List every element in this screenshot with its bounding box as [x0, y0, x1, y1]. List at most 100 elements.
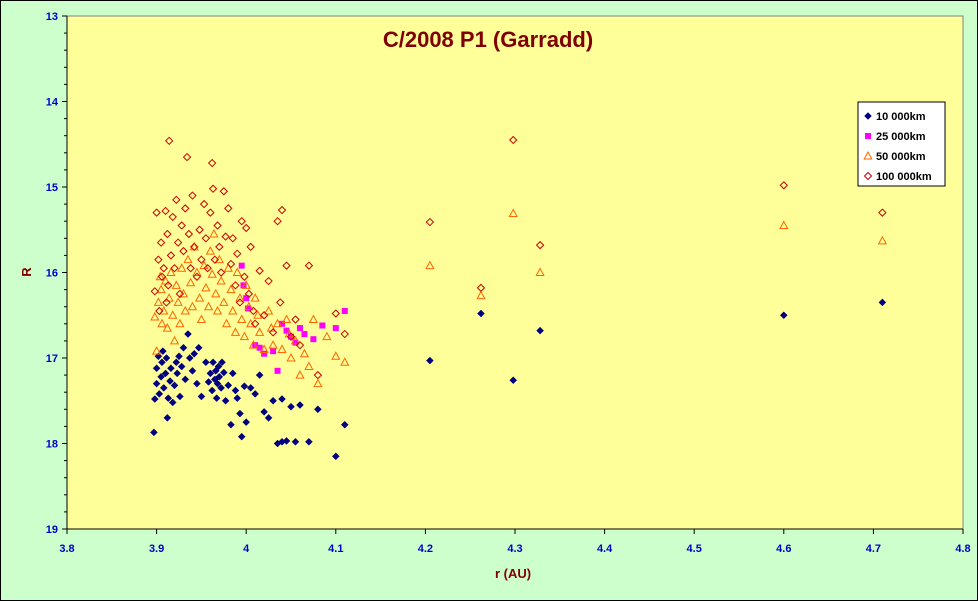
data-point — [319, 322, 326, 329]
data-point — [286, 352, 296, 362]
data-point — [164, 136, 174, 146]
data-point — [779, 311, 788, 320]
x-axis: 3.8 3.9 4 4.1 4.2 4.3 4.4 4.5 4.6 4.7 4.8 — [59, 528, 971, 555]
data-point — [296, 325, 303, 332]
data-point — [274, 367, 281, 374]
x-axis-title: r (AU) — [495, 566, 531, 581]
data-point — [255, 371, 264, 379]
data-point — [186, 277, 196, 287]
data-point — [187, 301, 198, 311]
data-point — [305, 437, 313, 446]
data-point — [201, 234, 211, 243]
data-point — [264, 276, 273, 286]
legend: 10 000km 25 000km 50 000km 100 000km — [857, 101, 946, 187]
data-point — [150, 428, 158, 437]
data-point — [223, 263, 233, 272]
data-point — [166, 251, 176, 260]
data-point — [194, 343, 203, 352]
data-point — [188, 366, 197, 375]
data-point — [168, 310, 178, 319]
data-point — [236, 409, 244, 418]
data-point — [269, 396, 277, 405]
data-point — [195, 225, 204, 234]
data-point — [281, 314, 292, 324]
data-point — [239, 331, 250, 341]
x-tick-label: 4.2 — [418, 543, 433, 555]
data-point — [282, 261, 291, 270]
data-point — [341, 307, 348, 314]
x-tick-label: 3.8 — [59, 543, 74, 555]
y-tick-label: 15 — [46, 182, 58, 194]
data-point — [310, 336, 317, 343]
data-point — [228, 305, 238, 315]
y-tick-label: 17 — [46, 353, 58, 365]
data-point — [295, 340, 305, 350]
x-tick-label: 4.4 — [597, 543, 613, 555]
data-point — [779, 220, 789, 229]
data-point — [304, 261, 314, 270]
data-point — [213, 221, 222, 230]
data-point — [314, 405, 322, 414]
data-point — [181, 204, 190, 213]
data-point — [228, 369, 237, 378]
data-point — [340, 357, 350, 366]
x-tick-label: 4.7 — [866, 543, 881, 555]
data-point — [536, 326, 544, 335]
data-point — [211, 288, 221, 298]
data-point — [230, 327, 241, 336]
data-point — [224, 381, 233, 390]
data-point — [184, 229, 194, 239]
data-point — [287, 402, 295, 411]
data-point — [168, 398, 177, 407]
chart-title: C/2008 P1 (Garradd) — [383, 27, 593, 52]
data-point — [290, 335, 301, 345]
data-point — [292, 339, 299, 346]
legend-marker — [865, 133, 871, 139]
data-point — [166, 267, 176, 276]
data-point — [246, 384, 255, 392]
data-point — [231, 386, 240, 395]
data-point — [268, 328, 278, 337]
data-point — [264, 413, 273, 422]
data-point — [152, 208, 161, 217]
data-point — [535, 267, 545, 276]
data-point — [210, 255, 220, 264]
data-point — [163, 229, 172, 239]
data-point — [286, 332, 296, 341]
y-axis-title: R — [19, 267, 34, 277]
data-point — [283, 327, 290, 334]
data-point — [182, 152, 192, 162]
data-point — [155, 390, 164, 398]
data-point — [153, 297, 164, 306]
data-point — [878, 298, 887, 307]
data-point — [216, 268, 226, 277]
data-point — [263, 305, 274, 315]
data-point — [331, 351, 341, 360]
x-tick-label: 4.6 — [776, 543, 791, 555]
data-point — [877, 235, 888, 245]
data-point — [241, 223, 251, 233]
data-point — [190, 242, 199, 252]
data-point — [167, 364, 175, 373]
data-point — [313, 378, 323, 388]
data-point — [197, 392, 206, 401]
y-axis: 13 14 15 16 17 18 19 — [46, 11, 68, 536]
data-point — [176, 392, 184, 401]
data-point — [180, 305, 190, 315]
data-point — [159, 384, 168, 392]
data-point — [340, 420, 349, 429]
data-point — [235, 298, 245, 307]
plot-area — [66, 15, 964, 530]
data-point — [277, 205, 287, 215]
data-point — [168, 212, 177, 222]
data-point — [201, 282, 211, 292]
data-point — [261, 350, 268, 357]
data-point — [308, 314, 319, 324]
data-point — [185, 354, 194, 362]
data-point — [228, 234, 237, 243]
data-point — [157, 372, 165, 381]
data-point — [181, 375, 190, 384]
data-point — [295, 370, 305, 379]
data-point — [331, 309, 341, 318]
x-tick-label: 3.9 — [149, 543, 164, 555]
